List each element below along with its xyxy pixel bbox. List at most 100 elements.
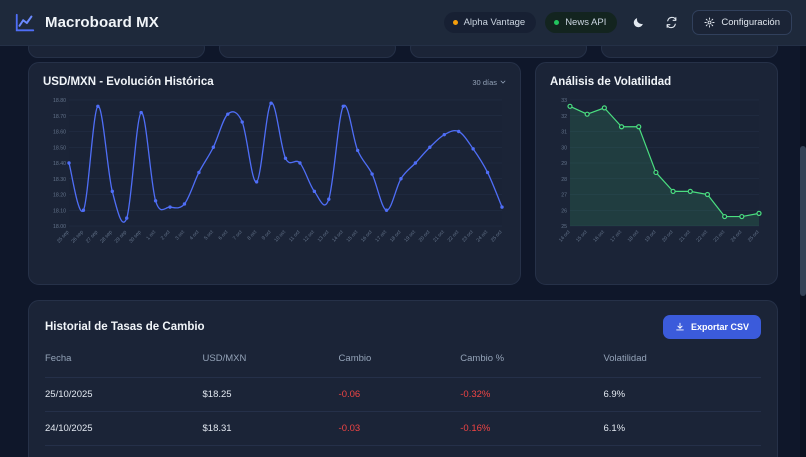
cell-usdmxn: $18.34	[202, 445, 339, 457]
app-header: Macroboard MX Alpha Vantage News API	[0, 0, 806, 46]
column-header-fecha[interactable]: Fecha	[45, 353, 72, 364]
svg-text:18.50: 18.50	[53, 145, 66, 151]
table-row[interactable]: 24/10/2025 $18.31 -0.03 -0.16% 6.1%	[45, 411, 761, 446]
charts-row: USD/MXN - Evolución Histórica 30 días 18…	[28, 62, 778, 285]
svg-text:15 oct: 15 oct	[575, 229, 589, 244]
cell-cambio-pct: -0.16%	[460, 411, 604, 446]
svg-text:10 oct: 10 oct	[273, 229, 287, 244]
svg-text:29 sep: 29 sep	[114, 229, 129, 244]
svg-text:18.00: 18.00	[53, 224, 66, 230]
cell-cambio: -0.03	[338, 411, 461, 446]
theme-toggle-button[interactable]	[626, 11, 650, 35]
svg-text:8 oct: 8 oct	[246, 229, 258, 242]
export-csv-button[interactable]: Exportar CSV	[662, 315, 761, 339]
svg-text:23 oct: 23 oct	[713, 229, 727, 244]
status-badge-news-api-label: News API	[565, 17, 607, 28]
svg-text:14 oct: 14 oct	[558, 229, 572, 244]
svg-text:19 oct: 19 oct	[644, 229, 658, 244]
svg-text:11 oct: 11 oct	[288, 229, 302, 243]
svg-text:21 oct: 21 oct	[678, 229, 692, 244]
status-badge-alpha-vantage[interactable]: Alpha Vantage	[443, 12, 537, 33]
header-actions: Alpha Vantage News API	[443, 10, 792, 35]
cell-cambio: -0.04	[338, 445, 461, 457]
moon-icon	[633, 18, 643, 28]
brand-title: Macroboard MX	[45, 14, 159, 31]
svg-text:27: 27	[561, 193, 567, 199]
cell-cambio: -0.06	[338, 377, 461, 412]
svg-text:18.80: 18.80	[53, 98, 66, 104]
column-header-usdmxn[interactable]: USD/MXN	[202, 353, 247, 364]
svg-text:16 oct: 16 oct	[592, 229, 606, 244]
svg-text:20 oct: 20 oct	[661, 229, 675, 244]
svg-text:23 oct: 23 oct	[461, 229, 475, 244]
svg-text:22 oct: 22 oct	[447, 229, 461, 244]
svg-text:16 oct: 16 oct	[360, 229, 374, 244]
history-table-card: Historial de Tasas de Cambio Exportar CS…	[28, 300, 778, 457]
usdmxn-card-header: USD/MXN - Evolución Histórica 30 días	[43, 76, 506, 88]
svg-text:6 oct: 6 oct	[218, 229, 230, 242]
cell-usdmxn: $18.31	[202, 411, 339, 446]
svg-text:33: 33	[561, 98, 567, 104]
svg-text:17 oct: 17 oct	[374, 229, 388, 244]
export-csv-label: Exportar CSV	[690, 322, 749, 332]
table-body: 25/10/2025 $18.25 -0.06 -0.32% 6.9% 24/10/202…	[45, 377, 761, 457]
status-badge-news-api[interactable]: News API	[545, 12, 618, 33]
chevron-down-icon	[500, 80, 506, 84]
svg-text:22 oct: 22 oct	[695, 229, 709, 244]
svg-text:21 oct: 21 oct	[432, 229, 446, 244]
svg-text:25 oct: 25 oct	[490, 229, 504, 244]
column-header-volatilidad[interactable]: Volatilidad	[603, 353, 647, 364]
svg-text:18.30: 18.30	[53, 177, 66, 183]
column-header-cambio[interactable]: Cambio	[338, 353, 372, 364]
svg-text:20 oct: 20 oct	[418, 229, 432, 244]
svg-text:25 sep: 25 sep	[56, 229, 71, 244]
config-button-label: Configuración	[721, 17, 780, 28]
svg-text:24 oct: 24 oct	[475, 229, 489, 244]
volatility-plot: 25 26 27 28 29 30 31 32 33 14 oct 15 oct 16 oct 17 o…	[550, 94, 763, 272]
table-row[interactable]: 25/10/2025 $18.25 -0.06 -0.32% 6.9%	[45, 377, 761, 412]
usdmxn-plot: 18.00 18.10 18.20 18.30 18.40 18.50 18.60 18.70…	[43, 94, 506, 272]
brand: Macroboard MX	[14, 12, 159, 34]
volatility-card-header: Análisis de Volatilidad	[550, 76, 763, 88]
rates-history-table: Fecha USD/MXN Cambio Cambio % Volatilida…	[45, 353, 761, 457]
vertical-scrollbar[interactable]	[800, 46, 806, 457]
range-selector-label: 30 días	[472, 77, 497, 87]
table-row[interactable]: 23/10/2025$18.34-0.04-0.22%7.4%	[45, 445, 761, 457]
column-header-cambio-pct[interactable]: Cambio %	[460, 353, 505, 364]
svg-text:4 oct: 4 oct	[189, 229, 201, 242]
svg-text:18 oct: 18 oct	[389, 229, 403, 244]
scroll-content: USD/MXN - Evolución Histórica 30 días 18…	[0, 38, 806, 457]
refresh-icon	[666, 16, 677, 29]
svg-text:18.60: 18.60	[53, 130, 66, 136]
config-button[interactable]: Configuración	[692, 10, 792, 35]
status-dot-orange	[452, 20, 458, 25]
volatility-card-title: Análisis de Volatilidad	[550, 76, 672, 88]
svg-text:27 sep: 27 sep	[85, 229, 100, 244]
scrollbar-thumb[interactable]	[800, 146, 806, 296]
svg-text:18.40: 18.40	[53, 161, 66, 167]
cell-fecha: 23/10/2025	[45, 445, 203, 457]
volatility-card: Análisis de Volatilidad 25 26 27 28 29 30 31 32…	[535, 62, 778, 285]
usdmxn-card-title: USD/MXN - Evolución Histórica	[43, 76, 214, 88]
svg-text:12 oct: 12 oct	[302, 229, 316, 244]
svg-text:18.70: 18.70	[53, 114, 66, 120]
status-badge-alpha-vantage-label: Alpha Vantage	[463, 17, 526, 28]
svg-text:28: 28	[561, 177, 567, 183]
svg-text:24 oct: 24 oct	[730, 229, 744, 244]
cell-usdmxn: $18.25	[202, 377, 339, 412]
svg-text:9 oct: 9 oct	[261, 229, 273, 242]
range-selector[interactable]: 30 días	[472, 78, 506, 87]
svg-text:15 oct: 15 oct	[346, 229, 360, 244]
volatility-area-chart: 25 26 27 28 29 30 31 32 33 14 oct 15 oct 16 oct 17 o…	[558, 98, 762, 244]
svg-text:32: 32	[561, 114, 567, 120]
svg-text:1 oct: 1 oct	[145, 229, 157, 242]
cell-volatilidad: 6.1%	[603, 411, 761, 446]
svg-text:7 oct: 7 oct	[232, 229, 244, 242]
refresh-button[interactable]	[659, 11, 683, 35]
cell-volatilidad: 7.4%	[603, 445, 761, 457]
svg-text:18.20: 18.20	[53, 193, 66, 199]
cell-fecha: 25/10/2025	[45, 377, 203, 412]
gear-icon	[704, 17, 715, 28]
svg-text:25: 25	[561, 224, 567, 230]
history-table-header: Historial de Tasas de Cambio Exportar CS…	[45, 315, 761, 339]
